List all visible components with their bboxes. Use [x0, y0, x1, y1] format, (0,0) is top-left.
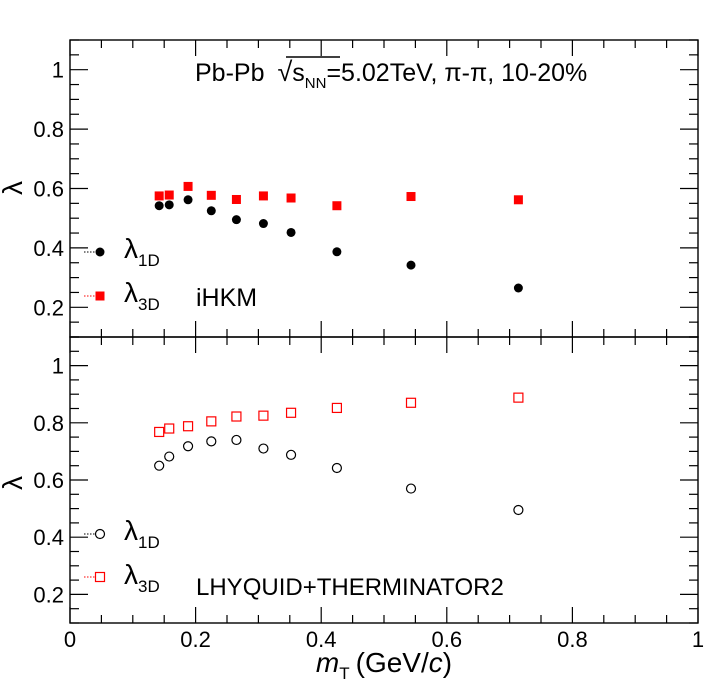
- bottom-panel-axes: 0.20.40.60.810 0.2 0.4 0.6 0.8 1: [33, 336, 704, 652]
- y-tick-label: 0.8: [33, 411, 64, 436]
- bottom-legend-entry-1d: λ1D: [84, 515, 160, 552]
- data-point-3d: [231, 194, 241, 204]
- data-point-1d: [206, 206, 216, 216]
- y-tick-label: 0.2: [33, 582, 64, 607]
- data-point-1d: [406, 260, 416, 270]
- title-s: s: [292, 59, 305, 87]
- x-tick-label: 0.6: [432, 627, 463, 652]
- legend-marker-filled-square: [95, 291, 105, 301]
- data-point-3d: [206, 190, 216, 200]
- data-point-3d: [286, 193, 296, 203]
- data-point-3d: [258, 410, 269, 421]
- data-point-3d: [231, 411, 242, 422]
- title-nn: NN: [305, 75, 327, 92]
- data-point-1d: [258, 219, 268, 229]
- data-point-1d: [405, 483, 417, 494]
- x-tick-label: 1: [692, 627, 704, 652]
- y-tick-label: 1: [52, 58, 64, 83]
- data-point-1d: [182, 441, 194, 452]
- bottom-panel-points: [154, 392, 524, 516]
- data-point-3d: [285, 407, 297, 418]
- svg-text:Pb-Pb √sNN=5.02TeV, π-π,: Pb-Pb √sNN=5.02TeV, π-π, 10-20%: [195, 57, 587, 92]
- data-point-3d: [258, 191, 268, 201]
- data-point-1d: [154, 460, 165, 471]
- data-point-3d: [154, 426, 165, 438]
- data-point-3d: [164, 423, 175, 434]
- top-model-label: iHKM: [196, 284, 257, 312]
- data-point-1d: [231, 215, 241, 225]
- top-panel-axes: 0.2 0.4 0.6 0.8 1: [33, 39, 699, 338]
- x-tick-label: 0: [64, 627, 76, 652]
- x-axis-label: mT (GeV/c): [316, 647, 452, 683]
- data-point-1d: [164, 451, 175, 462]
- data-point-1d: [331, 462, 342, 474]
- data-point-3d: [206, 416, 217, 427]
- y-tick-label: 0.2: [33, 295, 64, 320]
- data-point-1d: [183, 195, 193, 205]
- top-panel-points: [154, 181, 523, 293]
- top-ylabel: λ: [0, 181, 28, 195]
- title-system: Pb-Pb: [195, 59, 264, 87]
- bottom-model-label: LHYQUID+THERMINATOR2: [196, 574, 504, 601]
- data-point-3d: [154, 191, 164, 201]
- legend-marker-open-square: [94, 571, 106, 583]
- svg-text:λ1D: λ1D: [124, 233, 160, 270]
- y-tick-label: 0.4: [33, 236, 64, 261]
- bottom-ylabel: λ: [0, 476, 28, 490]
- y-tick-label: 1: [52, 354, 64, 379]
- bottom-legend: λ1D λ3D: [84, 515, 160, 596]
- y-tick-label: 0.6: [33, 177, 64, 202]
- svg-text:λ3D: λ3D: [124, 277, 160, 314]
- y-tick-label: 0.4: [33, 525, 64, 550]
- data-point-3d: [406, 192, 416, 202]
- data-point-3d: [332, 201, 342, 211]
- x-tick-label: 0.2: [180, 627, 211, 652]
- data-point-1d: [513, 283, 523, 293]
- data-point-3d: [182, 421, 194, 432]
- top-legend-entry-3d: λ3D: [84, 277, 160, 314]
- data-point-3d: [405, 397, 417, 408]
- data-point-1d: [206, 436, 217, 447]
- legend-marker-open-circle: [94, 528, 106, 540]
- data-point-1d: [285, 449, 297, 460]
- chart-title: Pb-Pb √sNN=5.02TeV, π-π, 10-20%: [195, 56, 587, 92]
- data-point-1d: [231, 434, 242, 446]
- top-legend-entry-1d: λ1D: [84, 233, 160, 270]
- data-point-3d: [183, 181, 193, 191]
- bottom-legend-entry-3d: λ3D: [84, 559, 160, 596]
- data-point-1d: [258, 443, 269, 454]
- y-tick-label: 0.8: [33, 117, 64, 142]
- data-point-3d: [513, 392, 524, 403]
- svg-text:λ1D: λ1D: [124, 515, 160, 552]
- title-energy: =5.02TeV, π-π, 10-20%: [326, 59, 587, 87]
- data-point-1d: [164, 200, 174, 210]
- legend-marker-filled-circle: [95, 247, 105, 257]
- data-point-1d: [286, 227, 296, 237]
- x-tick-label: 0.8: [557, 627, 588, 652]
- y-tick-label: 0.6: [33, 468, 64, 493]
- title-sqrt: √: [277, 57, 292, 87]
- data-point-1d: [332, 247, 342, 257]
- data-point-1d: [513, 504, 524, 516]
- data-point-3d: [331, 402, 342, 414]
- x-tick-label: 0.4: [306, 627, 337, 652]
- data-point-3d: [164, 190, 174, 200]
- top-legend: λ1D λ3D: [84, 233, 160, 314]
- svg-text:λ3D: λ3D: [124, 559, 160, 596]
- data-point-1d: [154, 201, 164, 211]
- data-point-3d: [513, 195, 523, 205]
